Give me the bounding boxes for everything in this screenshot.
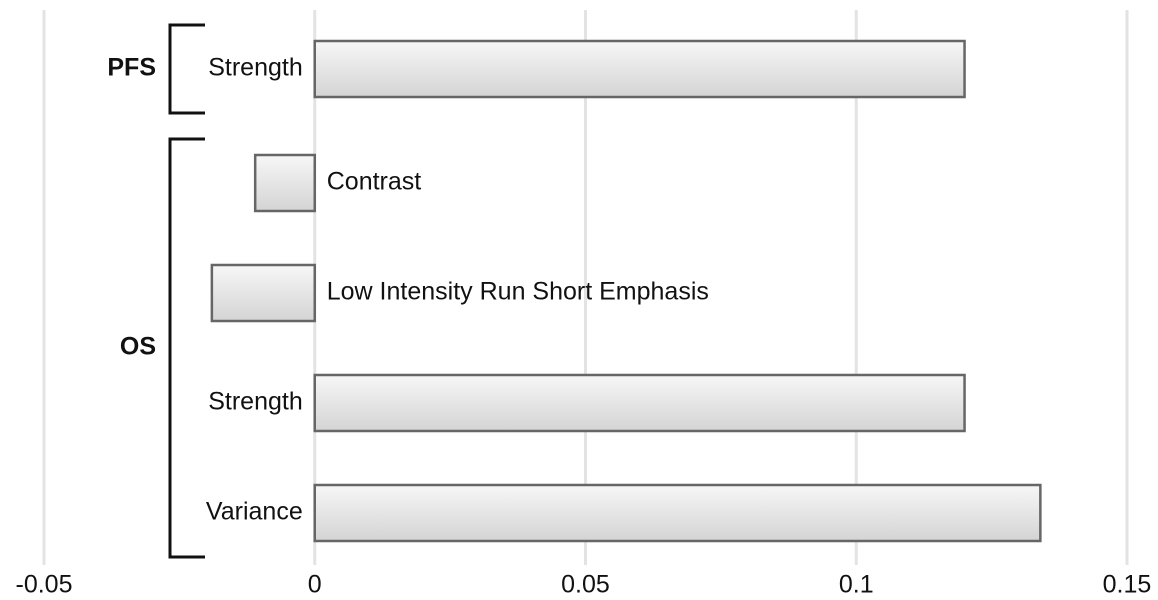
bar	[313, 483, 1042, 543]
group-bracket	[168, 137, 205, 559]
bar	[313, 39, 966, 99]
x-tick-label: 0	[308, 571, 322, 599]
bar	[253, 153, 316, 213]
group-label: OS	[120, 333, 156, 361]
bar	[313, 373, 966, 433]
x-tick-label: -0.05	[16, 571, 73, 599]
x-tick-label: 0.1	[839, 571, 874, 599]
bar	[210, 263, 317, 323]
category-label: Contrast	[327, 168, 422, 196]
category-label: Low Intensity Run Short Emphasis	[327, 278, 709, 306]
category-label: Variance	[206, 498, 303, 526]
category-label: Strength	[208, 388, 303, 416]
category-label: Strength	[208, 54, 303, 82]
x-tick-label: 0.05	[561, 571, 610, 599]
group-label: PFS	[107, 54, 156, 82]
group-bracket	[168, 23, 205, 115]
x-tick-label: 0.15	[1103, 571, 1152, 599]
